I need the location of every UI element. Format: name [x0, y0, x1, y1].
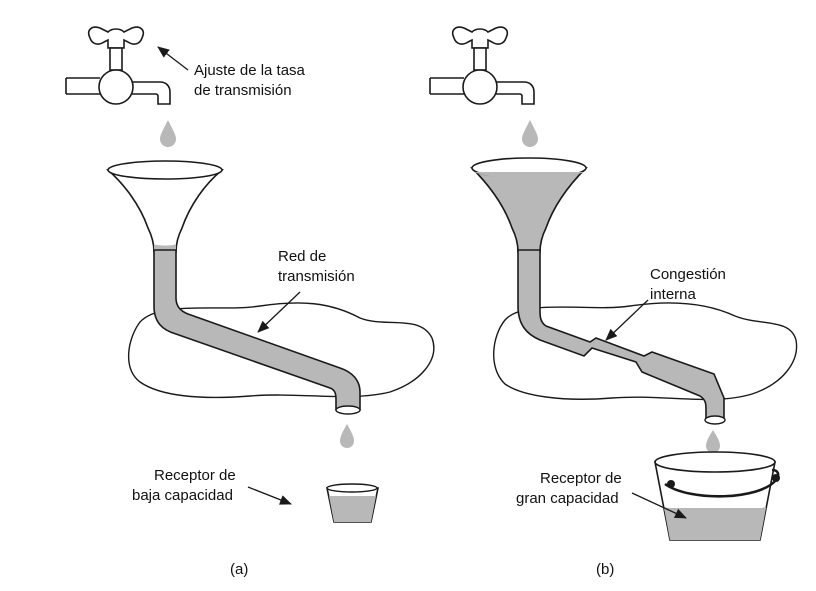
arrow-network-a	[257, 291, 301, 333]
label-low-capacity-line1: Receptor de	[154, 467, 236, 484]
arrow-congestion-b	[605, 299, 649, 341]
label-low-capacity-line2: baja capacidad	[132, 487, 233, 504]
funnel-a	[105, 169, 225, 253]
label-rate-adjust-line2: de transmisión	[194, 82, 292, 99]
drop-icon-a1	[160, 120, 176, 147]
arrow-receiver-b	[631, 492, 687, 519]
network-cloud-b	[493, 302, 798, 401]
drop-icon-a2	[340, 424, 354, 448]
label-congestion-line1: Congestión	[650, 266, 726, 283]
caption-a: (a)	[230, 561, 249, 578]
label-network-line2: transmisión	[278, 268, 355, 285]
pipe-b	[517, 249, 725, 421]
label-rate-adjust-line1: Ajuste de la tasa	[194, 62, 305, 79]
label-network-line1: Red de	[278, 248, 327, 265]
arrow-receiver-a	[247, 486, 292, 505]
label-congestion-line2: interna	[650, 286, 696, 303]
caption-b: (b)	[596, 561, 615, 578]
arrow-faucet-a	[157, 46, 189, 71]
drop-icon-b1	[522, 120, 538, 147]
panel-b	[429, 26, 798, 541]
label-high-capacity-line1: Receptor de	[540, 470, 622, 487]
large-bucket-b	[654, 451, 780, 541]
faucet-icon-b	[429, 26, 535, 105]
funnel-b	[470, 167, 588, 253]
small-bucket-a	[326, 483, 379, 523]
label-high-capacity-line2: gran capacidad	[516, 490, 619, 507]
panel-a	[65, 26, 435, 523]
drop-icon-b2	[706, 430, 720, 453]
faucet-icon-a	[65, 26, 171, 105]
